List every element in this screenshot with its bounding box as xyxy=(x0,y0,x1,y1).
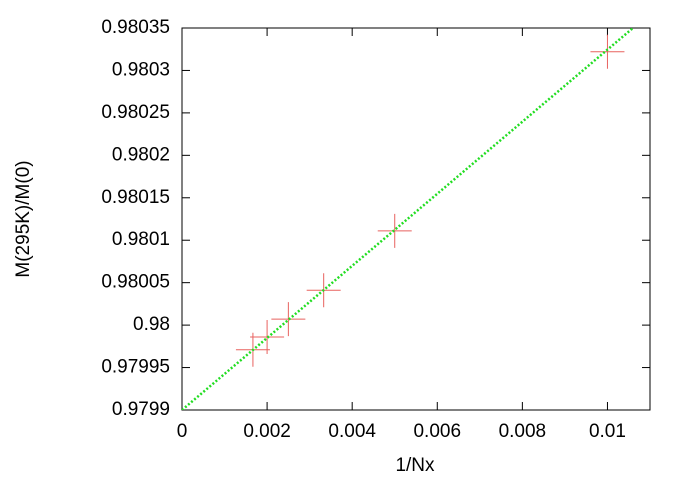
x-axis-label: 1/Nx xyxy=(395,455,435,476)
x-tick-label: 0.002 xyxy=(243,421,291,442)
y-tick-label: 0.9799 xyxy=(112,399,170,420)
y-tick-label: 0.97995 xyxy=(101,357,170,378)
x-tick-label: 0.006 xyxy=(413,421,461,442)
fit-line xyxy=(182,28,634,410)
data-point xyxy=(271,302,306,337)
y-tick-label: 0.98015 xyxy=(101,187,170,208)
y-tick-label: 0.98005 xyxy=(101,272,170,293)
y-tick-label: 0.9803 xyxy=(112,59,170,80)
x-tick-label: 0.01 xyxy=(589,421,626,442)
y-tick-label: 0.98035 xyxy=(101,17,170,38)
y-tick-label: 0.98 xyxy=(133,314,170,335)
y-tick-label: 0.9801 xyxy=(112,229,170,250)
y-axis-label: M(295K)/M(0) xyxy=(13,160,34,277)
y-tick-label: 0.98025 xyxy=(101,102,170,123)
x-tick-label: 0 xyxy=(177,421,188,442)
data-point xyxy=(377,213,412,248)
x-tick-label: 0.004 xyxy=(328,421,376,442)
y-tick-label: 0.9802 xyxy=(112,144,170,165)
x-tick-label: 0.008 xyxy=(499,421,547,442)
data-point xyxy=(590,34,625,69)
plot-frame xyxy=(181,27,651,411)
